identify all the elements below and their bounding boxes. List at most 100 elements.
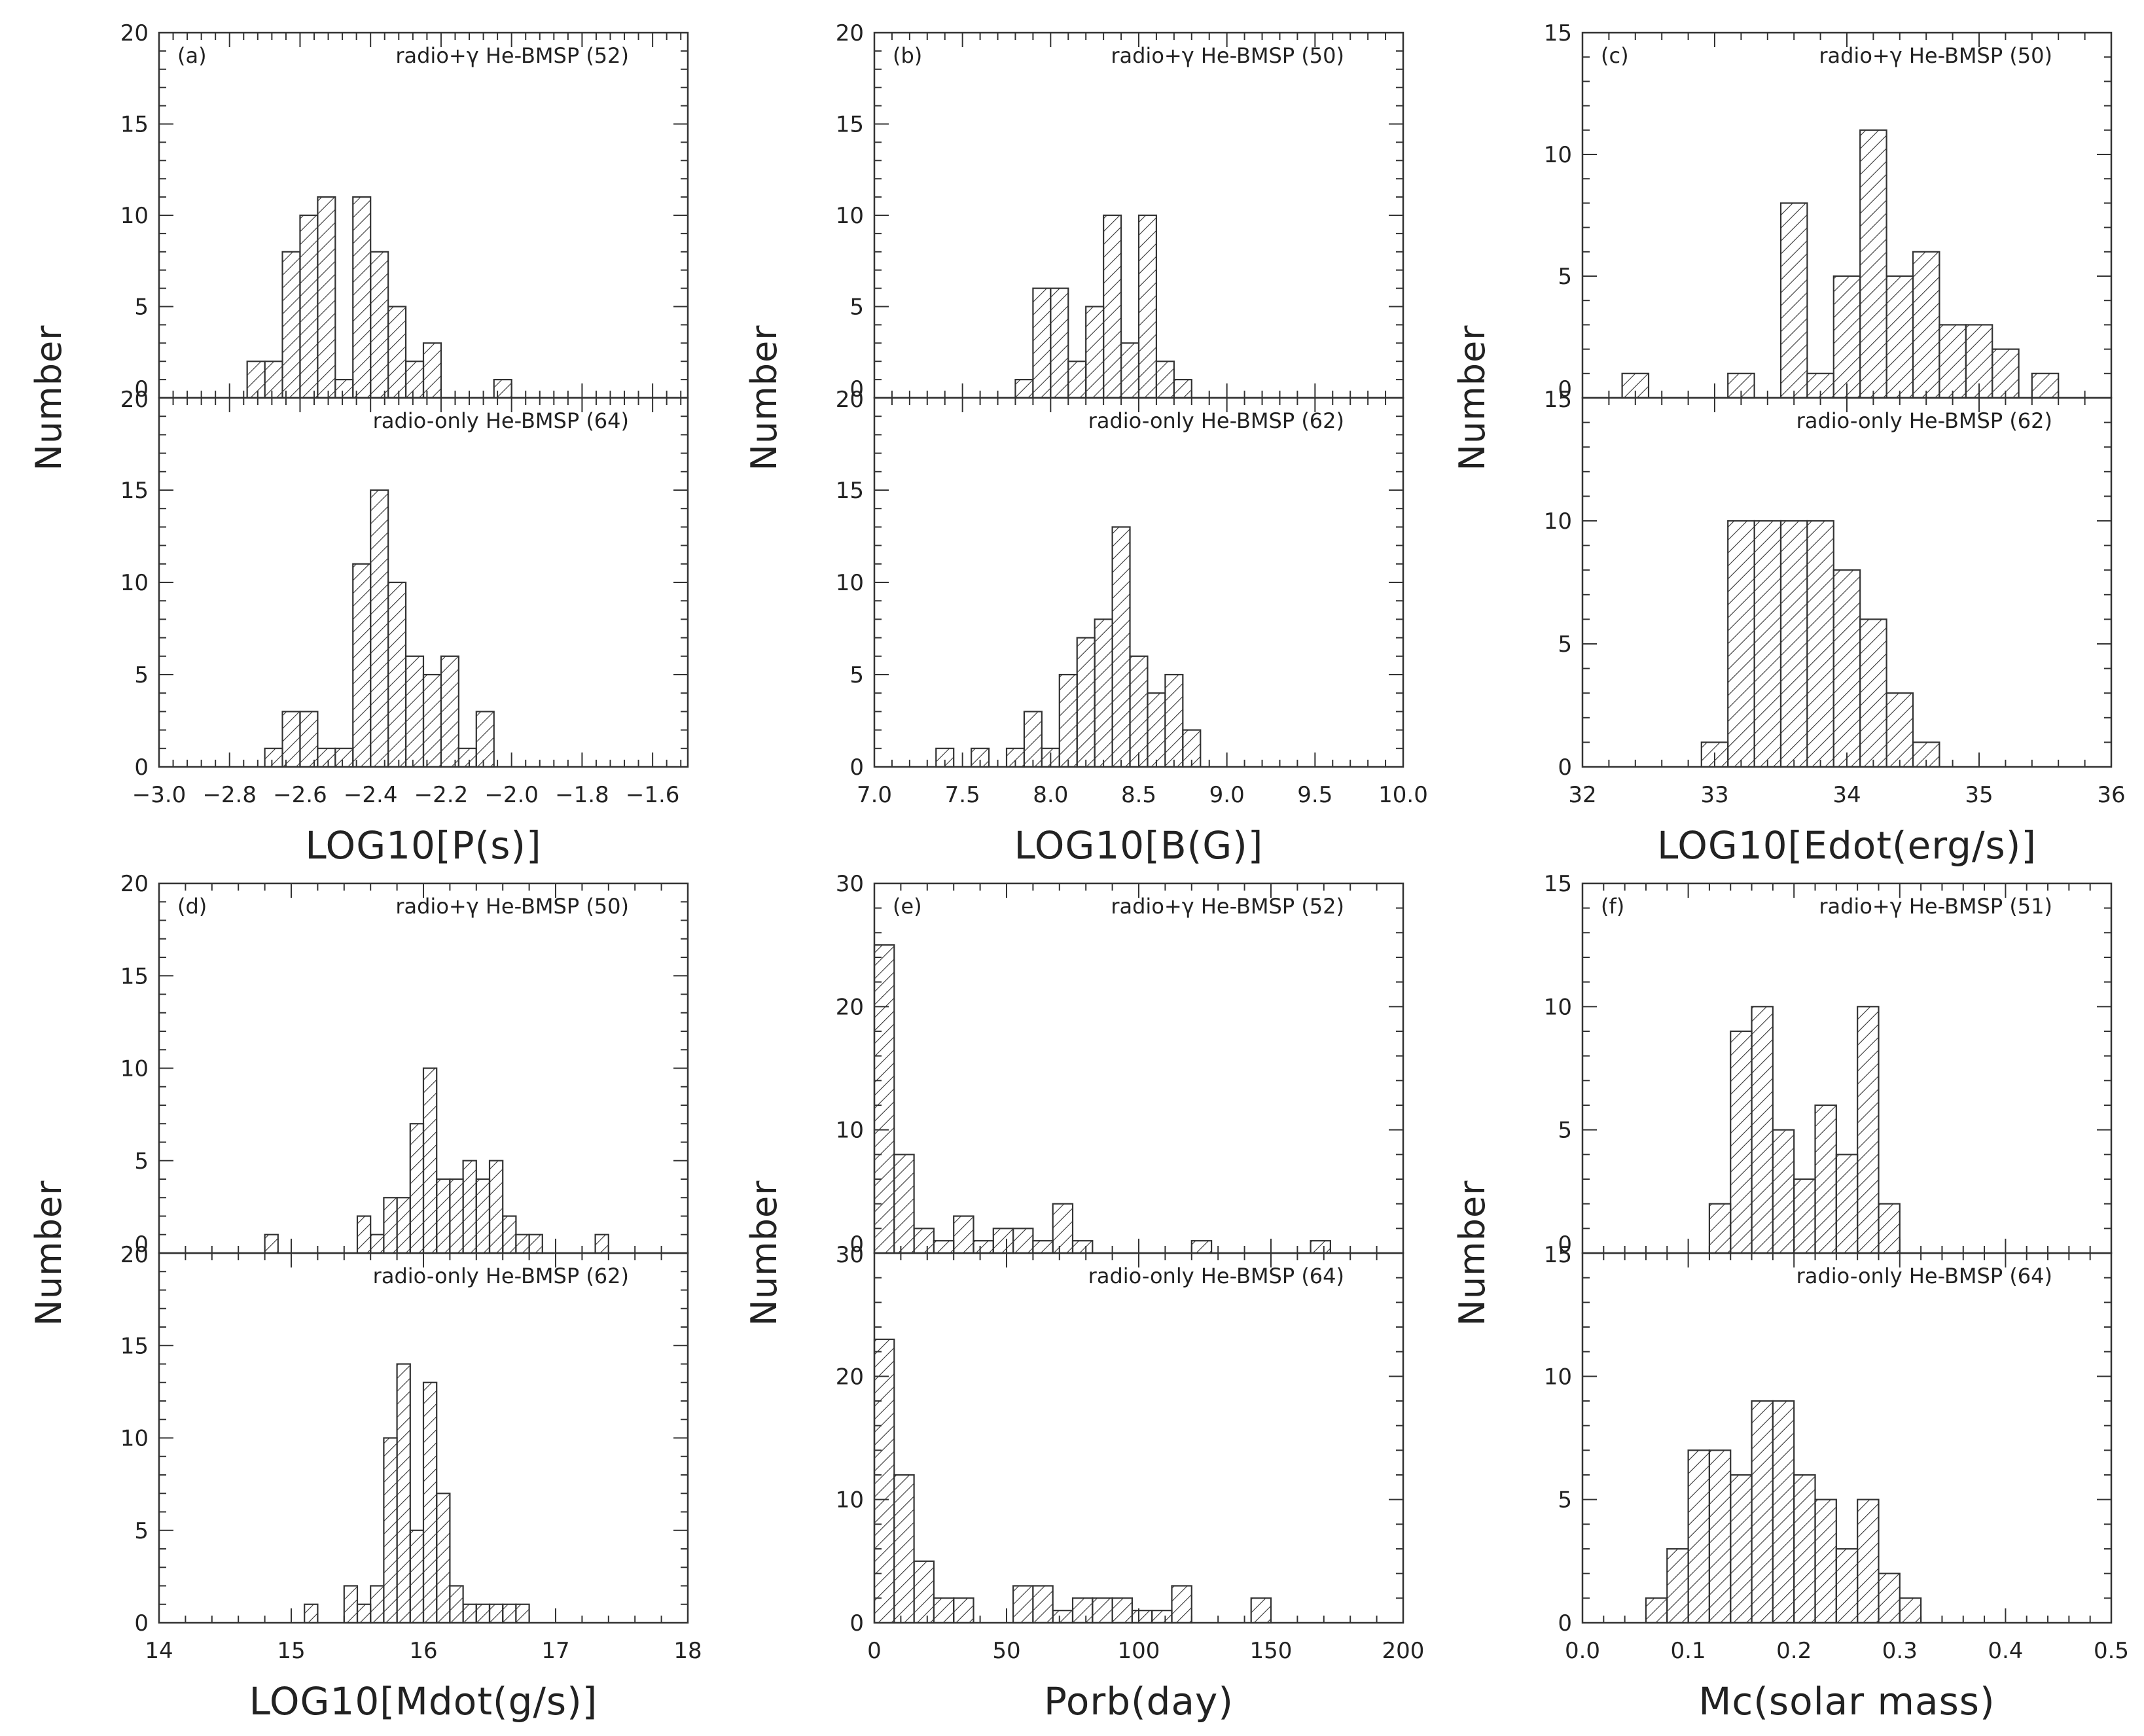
histogram-bar (383, 1437, 398, 1624)
histogram-bar (1885, 692, 1914, 768)
y-tick-label: 5 (849, 294, 864, 321)
histogram-bar (1182, 729, 1202, 768)
y-tick-label: 5 (134, 662, 149, 688)
histogram-bar (1129, 655, 1149, 768)
histogram-bar (264, 747, 283, 768)
histogram-bar (356, 1603, 372, 1624)
y-tick-label: 15 (1544, 20, 1572, 46)
y-tick-label: 30 (836, 871, 864, 897)
panel-tag: (e) (893, 894, 922, 919)
y-tick-label: 10 (1544, 994, 1572, 1020)
histogram-bar (462, 1160, 477, 1254)
y-tick-label: 0 (1558, 1231, 1572, 1258)
y-tick-label: 15 (1544, 1242, 1572, 1268)
x-tick-label: −2.6 (273, 782, 327, 808)
histogram-bar (440, 655, 459, 768)
x-tick-label: 14 (145, 1638, 173, 1664)
histogram-bar (1250, 1597, 1272, 1624)
x-tick-label: 36 (2097, 782, 2125, 808)
y-tick-label: 20 (836, 387, 864, 413)
histogram-bar (1052, 1610, 1074, 1624)
x-tick-label: 200 (1382, 1638, 1425, 1664)
panel-f: 0 5 10 15 radio+γ He-BMSP (51) 0 5 10 15 radio-on… (1452, 871, 2129, 1724)
y-tick-label: 10 (120, 1056, 149, 1082)
top-subplot: 0 5 10 15 radio+γ He-BMSP (51) (1544, 871, 2113, 1258)
series-label: radio-only He-BMSP (62) (373, 1264, 629, 1288)
histogram-bar (334, 378, 354, 399)
histogram-bar (1912, 251, 1940, 399)
y-tick-label: 0 (849, 754, 864, 781)
histogram-bar (304, 1603, 319, 1624)
x-tick-label: 7.0 (857, 782, 892, 808)
x-tick-label: 0.0 (1565, 1638, 1600, 1664)
histogram-bar (246, 361, 266, 399)
x-tick-label: 0.3 (1882, 1638, 1918, 1664)
histogram-bar (1092, 1597, 1113, 1624)
x-tick-label: 18 (673, 1638, 702, 1664)
series-label: radio+γ He-BMSP (50) (1111, 43, 1344, 68)
histogram-bar (422, 342, 442, 399)
x-tick-label: 15 (277, 1638, 305, 1664)
top-subplot: 0 5 10 15 20 radio+γ He-BMSP (52) (120, 20, 689, 402)
histogram-bar (1164, 673, 1184, 768)
y-axis-label: Number (28, 325, 69, 471)
histogram-bar (343, 1585, 359, 1624)
histogram-bar (1645, 1597, 1668, 1624)
x-tick-label: 0.1 (1671, 1638, 1706, 1664)
histogram-bar (281, 711, 301, 768)
y-tick-label: 0 (849, 376, 864, 402)
series-label: radio-only He-BMSP (62) (1796, 408, 2052, 433)
y-tick-label: 15 (1544, 871, 1572, 897)
histogram-bar (1779, 202, 1808, 399)
histogram-bar (1023, 711, 1043, 768)
y-tick-label: 5 (849, 662, 864, 688)
x-axis-label: Mc(solar mass) (1698, 1679, 1995, 1724)
histogram-bar (488, 1603, 504, 1624)
histogram-bar (1071, 1597, 1094, 1624)
histogram-bar (404, 361, 425, 399)
series-label: radio-only He-BMSP (62) (1088, 408, 1344, 433)
y-tick-label: 30 (836, 1242, 864, 1268)
histogram-bar (1859, 129, 1887, 399)
histogram-bar (436, 1178, 451, 1254)
top-subplot: 0 5 10 15 20 radio+γ He-BMSP (50) (120, 871, 689, 1258)
x-tick-label: 32 (1568, 782, 1596, 808)
x-axis-label: LOG10[Mdot(g/s)] (249, 1679, 598, 1724)
histogram-bar (334, 747, 354, 768)
histogram-bar (1085, 306, 1105, 399)
histogram-bar (1155, 361, 1175, 399)
histogram-bar (1857, 1498, 1880, 1624)
histogram-bar (1835, 1154, 1859, 1254)
histogram-bar (515, 1603, 530, 1624)
histogram-bar (1050, 287, 1069, 399)
histogram-bar (1032, 1240, 1054, 1254)
histogram-bar (1814, 1498, 1837, 1624)
x-tick-label: 34 (1832, 782, 1861, 808)
histogram-bar (1835, 1548, 1859, 1624)
histogram-bar (1032, 1585, 1054, 1624)
histogram-bar (1151, 1610, 1173, 1624)
histogram-bar (352, 563, 372, 768)
histogram-bar (1730, 1030, 1753, 1254)
histogram-bar (1120, 342, 1140, 399)
histogram-bar (264, 361, 283, 399)
histogram-bar (1014, 378, 1034, 399)
histogram-bar (396, 1363, 411, 1624)
histogram-bar (953, 1215, 974, 1254)
x-tick-label: −2.2 (414, 782, 469, 808)
y-tick-label: 10 (120, 203, 149, 229)
histogram-bar (1171, 1585, 1192, 1624)
histogram-bar (1751, 1006, 1774, 1254)
x-tick-label: 0.5 (2094, 1638, 2129, 1664)
histogram-bar (1173, 378, 1192, 399)
x-tick-label: 17 (541, 1638, 569, 1664)
histogram-bar (1687, 1449, 1711, 1624)
histogram-bar (1885, 275, 1914, 399)
histogram-bar (1939, 324, 1967, 399)
histogram-bar (933, 1597, 955, 1624)
series-label: radio+γ He-BMSP (52) (1111, 894, 1344, 919)
histogram-bar (383, 1197, 398, 1254)
histogram-bar (370, 1233, 385, 1254)
histogram-bar (356, 1215, 372, 1254)
histogram-bar (594, 1233, 609, 1254)
